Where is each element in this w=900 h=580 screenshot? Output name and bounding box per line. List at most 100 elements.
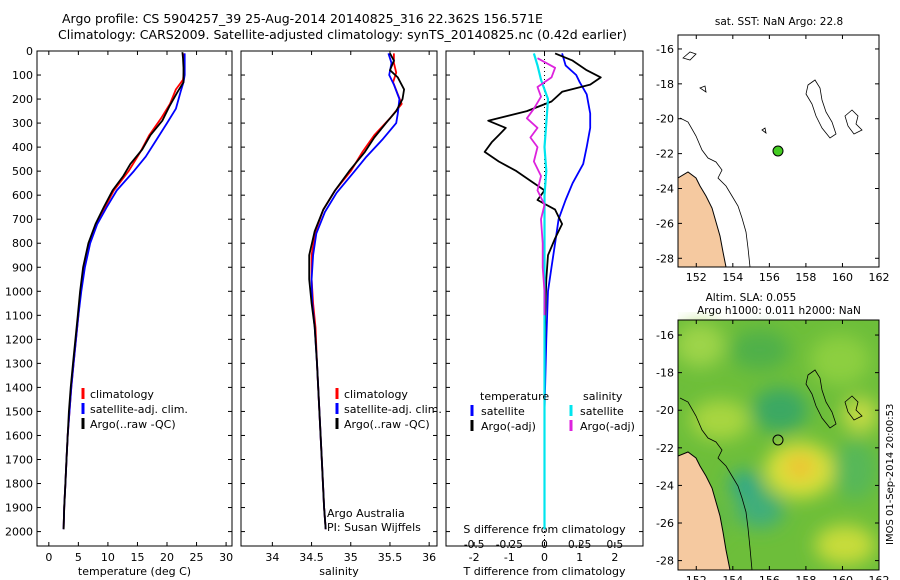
depth-tick-label: 1200 <box>5 333 33 346</box>
depth-tick-label: 1400 <box>5 381 33 394</box>
legend-label: satellite <box>580 405 624 418</box>
map-x-tick-label: 160 <box>832 574 853 580</box>
x-tick-label: 15 <box>130 551 144 564</box>
x-tick-label-salinity: -0.25 <box>496 539 523 551</box>
sst-map-panel: sat. SST: NaN Argo: 22.8 152 154 156 158 160… <box>656 16 889 284</box>
depth-tick-label: 400 <box>12 141 33 154</box>
depth-tick-label: 100 <box>12 69 33 82</box>
map-x-tick-label: 160 <box>832 271 853 284</box>
depth-tick-label: 1500 <box>5 405 33 418</box>
map-x-tick-label: 158 <box>795 574 816 580</box>
sla-map-title-line1: Altim. SLA: 0.055 <box>706 292 797 304</box>
depth-tick-label: 1300 <box>5 357 33 370</box>
legend-group-title: salinity <box>583 390 623 403</box>
legend-label: satellite-adj. clim. <box>344 403 442 416</box>
series-line-argo-raw-qc- <box>308 52 406 530</box>
sst-island-contour <box>682 51 767 134</box>
x-tick-label: 1 <box>576 551 583 564</box>
legend-group-title: temperature <box>480 390 549 403</box>
x-axis-label-top: S difference from climatology <box>463 523 626 536</box>
x-tick-label: 35 <box>344 551 358 564</box>
map-y-tick-label: -26 <box>656 517 674 530</box>
map-y-tick-label: -22 <box>656 148 674 161</box>
depth-tick-label: 300 <box>12 117 33 130</box>
series-line-temperature-satellite <box>543 53 592 530</box>
depth-tick-label: 0 <box>26 45 33 58</box>
legend-label: Argo(-adj) <box>580 420 635 433</box>
x-tick-label: 20 <box>160 551 174 564</box>
map-y-tick-label: -20 <box>656 404 674 417</box>
depth-tick-label: 1000 <box>5 285 33 298</box>
depth-tick-label: 1900 <box>5 502 33 515</box>
map-y-tick-label: -24 <box>656 479 674 492</box>
x-tick-label: 34 <box>265 551 279 564</box>
map-y-tick-label: -16 <box>656 43 674 56</box>
depth-tick-label: 500 <box>12 165 33 178</box>
map-y-tick-label: -28 <box>656 555 674 568</box>
annotation-line2: PI: Susan Wijffels <box>327 521 421 534</box>
sst-argo-marker <box>772 145 784 157</box>
map-y-tick-label: -22 <box>656 442 674 455</box>
x-tick-label: 10 <box>101 551 115 564</box>
sla-map-title-line2: Argo h1000: 0.011 h2000: NaN <box>697 305 861 317</box>
map-x-tick-label: 156 <box>759 574 780 580</box>
map-y-tick-label: -16 <box>656 329 674 342</box>
sst-map-title: sat. SST: NaN Argo: 22.8 <box>715 16 843 28</box>
salinity-frame <box>240 50 438 547</box>
x-tick-label: 35.5 <box>378 551 403 564</box>
x-tick-label: 0 <box>45 551 52 564</box>
sst-map-axes: 152 154 156 158 160 162 -16 -18 -20 -22 -24 -26 -28 <box>656 35 890 284</box>
depth-tick-label: 900 <box>12 261 33 274</box>
depth-tick-label: 600 <box>12 189 33 202</box>
profile-title: Argo profile: CS 5904257_39 25-Aug-2014 … <box>62 11 543 26</box>
map-x-tick-label: 156 <box>759 271 780 284</box>
depth-tick-label: 700 <box>12 213 33 226</box>
series-line-argo-raw-qc- <box>62 52 185 530</box>
map-y-tick-label: -18 <box>656 367 674 380</box>
map-x-tick-label: 152 <box>686 574 707 580</box>
legend-label: climatology <box>90 388 154 401</box>
map-x-tick-label: 154 <box>722 271 743 284</box>
legend-label: Argo(-adj) <box>481 420 536 433</box>
x-axis-label: temperature (deg C) <box>78 565 191 578</box>
sla-reef-contour <box>805 369 837 429</box>
sla-reef-contour-2 <box>844 395 863 421</box>
sst-reef-contour-2 <box>844 109 863 135</box>
map-y-tick-label: -18 <box>656 78 674 91</box>
salinity-panel: 34 34.5 35 35.5 36 salinity climatology satelli… <box>240 50 442 578</box>
sla-isobath <box>679 397 753 570</box>
side-timestamp: IMOS 01-Sep-2014 20:00:53 <box>885 404 896 545</box>
x-tick-label: -1 <box>504 551 515 564</box>
sla-map-frame <box>677 319 880 571</box>
x-tick-label: 36 <box>422 551 436 564</box>
x-tick-label: -2 <box>469 551 480 564</box>
map-y-tick-label: -24 <box>656 183 674 196</box>
sla-field <box>678 323 878 565</box>
x-tick-label: 2 <box>611 551 618 564</box>
legend-label: climatology <box>344 388 408 401</box>
map-x-tick-label: 158 <box>795 271 816 284</box>
differences-panel: -2 -1 0 1 2T difference from climatology -0.5… <box>445 50 644 578</box>
legend-label: Argo(..raw -QC) <box>344 418 430 431</box>
series-line-salinity-argo-adj- <box>526 57 556 316</box>
map-y-tick-label: -28 <box>656 252 674 265</box>
depth-tick-label: 1800 <box>5 478 33 491</box>
climatology-title: Climatology: CARS2009. Satellite-adjuste… <box>58 27 627 42</box>
x-tick-label: 0 <box>541 551 548 564</box>
sst-reef-contour <box>805 79 837 139</box>
sst-isobath <box>679 117 751 267</box>
x-tick-label: 25 <box>190 551 204 564</box>
map-x-tick-label: 152 <box>686 271 707 284</box>
depth-tick-label: 800 <box>12 237 33 250</box>
legend-label: satellite-adj. clim. <box>90 403 188 416</box>
x-tick-label: 34.5 <box>299 551 324 564</box>
temperature-frame <box>36 50 233 547</box>
x-tick-label: 5 <box>75 551 82 564</box>
x-axis-label: T difference from climatology <box>463 565 626 578</box>
sla-land <box>678 451 731 570</box>
x-tick-label-salinity: -0.5 <box>464 539 485 551</box>
legend-label: Argo(..raw -QC) <box>90 418 176 431</box>
sla-map-panel: Altim. SLA: 0.055 Argo h1000: 0.011 h200… <box>656 292 889 580</box>
depth-tick-label: 1600 <box>5 429 33 442</box>
